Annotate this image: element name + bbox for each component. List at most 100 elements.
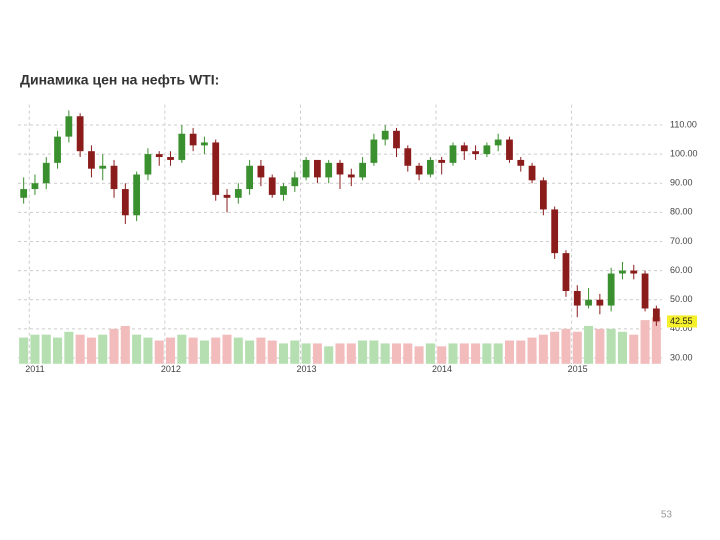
volume-bar: [177, 334, 187, 364]
candle-body: [110, 165, 118, 190]
candle-body: [472, 151, 479, 155]
volume-bar: [154, 340, 164, 364]
volume-bar: [109, 328, 119, 364]
volume-bar: [527, 337, 537, 364]
volume-bar: [584, 325, 594, 364]
volume-bar: [391, 343, 402, 364]
candle-body: [551, 209, 559, 254]
y-tick-label: 50.00: [670, 294, 693, 304]
candle-body: [641, 273, 649, 309]
volume-bar: [86, 337, 96, 364]
x-tick-label: 2012: [161, 364, 181, 374]
candle-body: [370, 139, 378, 163]
volume-bar: [538, 334, 548, 364]
volume-bar: [369, 340, 379, 364]
volume-bar: [414, 346, 424, 364]
volume-bar: [324, 346, 334, 364]
candle-body: [167, 157, 174, 160]
candle-body: [585, 299, 592, 306]
volume-bar: [437, 346, 447, 364]
volume-bar: [358, 340, 368, 364]
volume-bar: [516, 340, 526, 364]
candle-body: [347, 174, 355, 178]
volume-bar: [651, 317, 661, 364]
volume-bar: [290, 340, 300, 364]
volume-bar: [53, 337, 63, 364]
volume-bar: [493, 343, 503, 364]
volume-bar: [561, 328, 571, 364]
last-price-label: 42.55: [670, 316, 693, 326]
volume-bar: [143, 337, 153, 364]
volume-bar: [132, 334, 142, 364]
volume-bar: [267, 340, 277, 364]
y-tick-label: 80.00: [670, 207, 693, 217]
candle-body: [539, 180, 547, 210]
volume-bar: [98, 334, 108, 364]
candle-body: [562, 253, 570, 291]
candle-body: [178, 133, 186, 160]
volume-bar: [120, 325, 130, 364]
volume-bar: [199, 340, 209, 364]
candle-body: [268, 177, 276, 195]
candle-body: [607, 273, 615, 306]
candle-body: [404, 148, 412, 166]
candle-body: [76, 116, 84, 152]
volume-bar: [617, 331, 627, 364]
candle-body: [426, 159, 434, 175]
candle-body: [336, 162, 344, 175]
x-tick-label: 2015: [568, 364, 588, 374]
volume-bar: [188, 337, 198, 364]
candle-body: [415, 165, 423, 175]
volume-bar: [482, 343, 492, 364]
volume-bar: [425, 343, 435, 364]
x-tick-label: 2013: [296, 364, 316, 374]
volume-bar: [572, 331, 582, 364]
y-tick-label: 100.00: [670, 148, 698, 158]
volume-bar: [346, 343, 356, 364]
volume-bar: [75, 334, 85, 364]
candle-body: [31, 183, 39, 190]
candle-body: [630, 270, 638, 274]
y-tick-label: 110.00: [670, 119, 697, 129]
candle-body: [596, 299, 604, 306]
volume-bar: [448, 343, 458, 364]
volume-bar: [629, 334, 639, 364]
volume-bar: [245, 340, 255, 364]
candle-body: [54, 136, 61, 163]
candle-body: [257, 165, 265, 178]
chart-title: Динамика цен на нефть WTI:: [20, 72, 219, 88]
candle-body: [201, 142, 208, 146]
candle-body: [517, 159, 525, 166]
candle-body: [121, 189, 129, 216]
candle-body: [246, 165, 254, 190]
candle-body: [393, 130, 400, 149]
volume-bar: [41, 334, 51, 364]
y-tick-label: 90.00: [670, 178, 693, 188]
volume-bar: [64, 331, 74, 364]
candle-body: [381, 130, 389, 140]
candle-body: [88, 151, 95, 169]
candle-body: [460, 145, 468, 152]
volume-bar: [459, 343, 469, 364]
volume-bar: [550, 331, 560, 364]
candle-body: [291, 177, 299, 187]
candle-body: [280, 186, 287, 195]
candle-body: [20, 189, 28, 198]
x-tick-label: 2011: [25, 364, 44, 374]
volume-bar: [606, 328, 616, 364]
volume-bar: [335, 343, 345, 364]
y-tick-label: 30.00: [670, 352, 693, 362]
volume-bar: [595, 328, 605, 364]
candle-body: [528, 165, 536, 181]
candle-body: [359, 162, 366, 178]
volume-bar: [380, 343, 390, 364]
volume-bar: [222, 334, 232, 364]
candle-body: [438, 159, 446, 163]
candle-body: [573, 290, 581, 306]
candle-body: [449, 145, 457, 163]
candle-body: [494, 139, 502, 146]
candle-body: [212, 142, 220, 195]
volume-bar: [233, 337, 243, 364]
volume-bar: [19, 337, 29, 364]
y-tick-label: 40.00: [670, 323, 693, 333]
